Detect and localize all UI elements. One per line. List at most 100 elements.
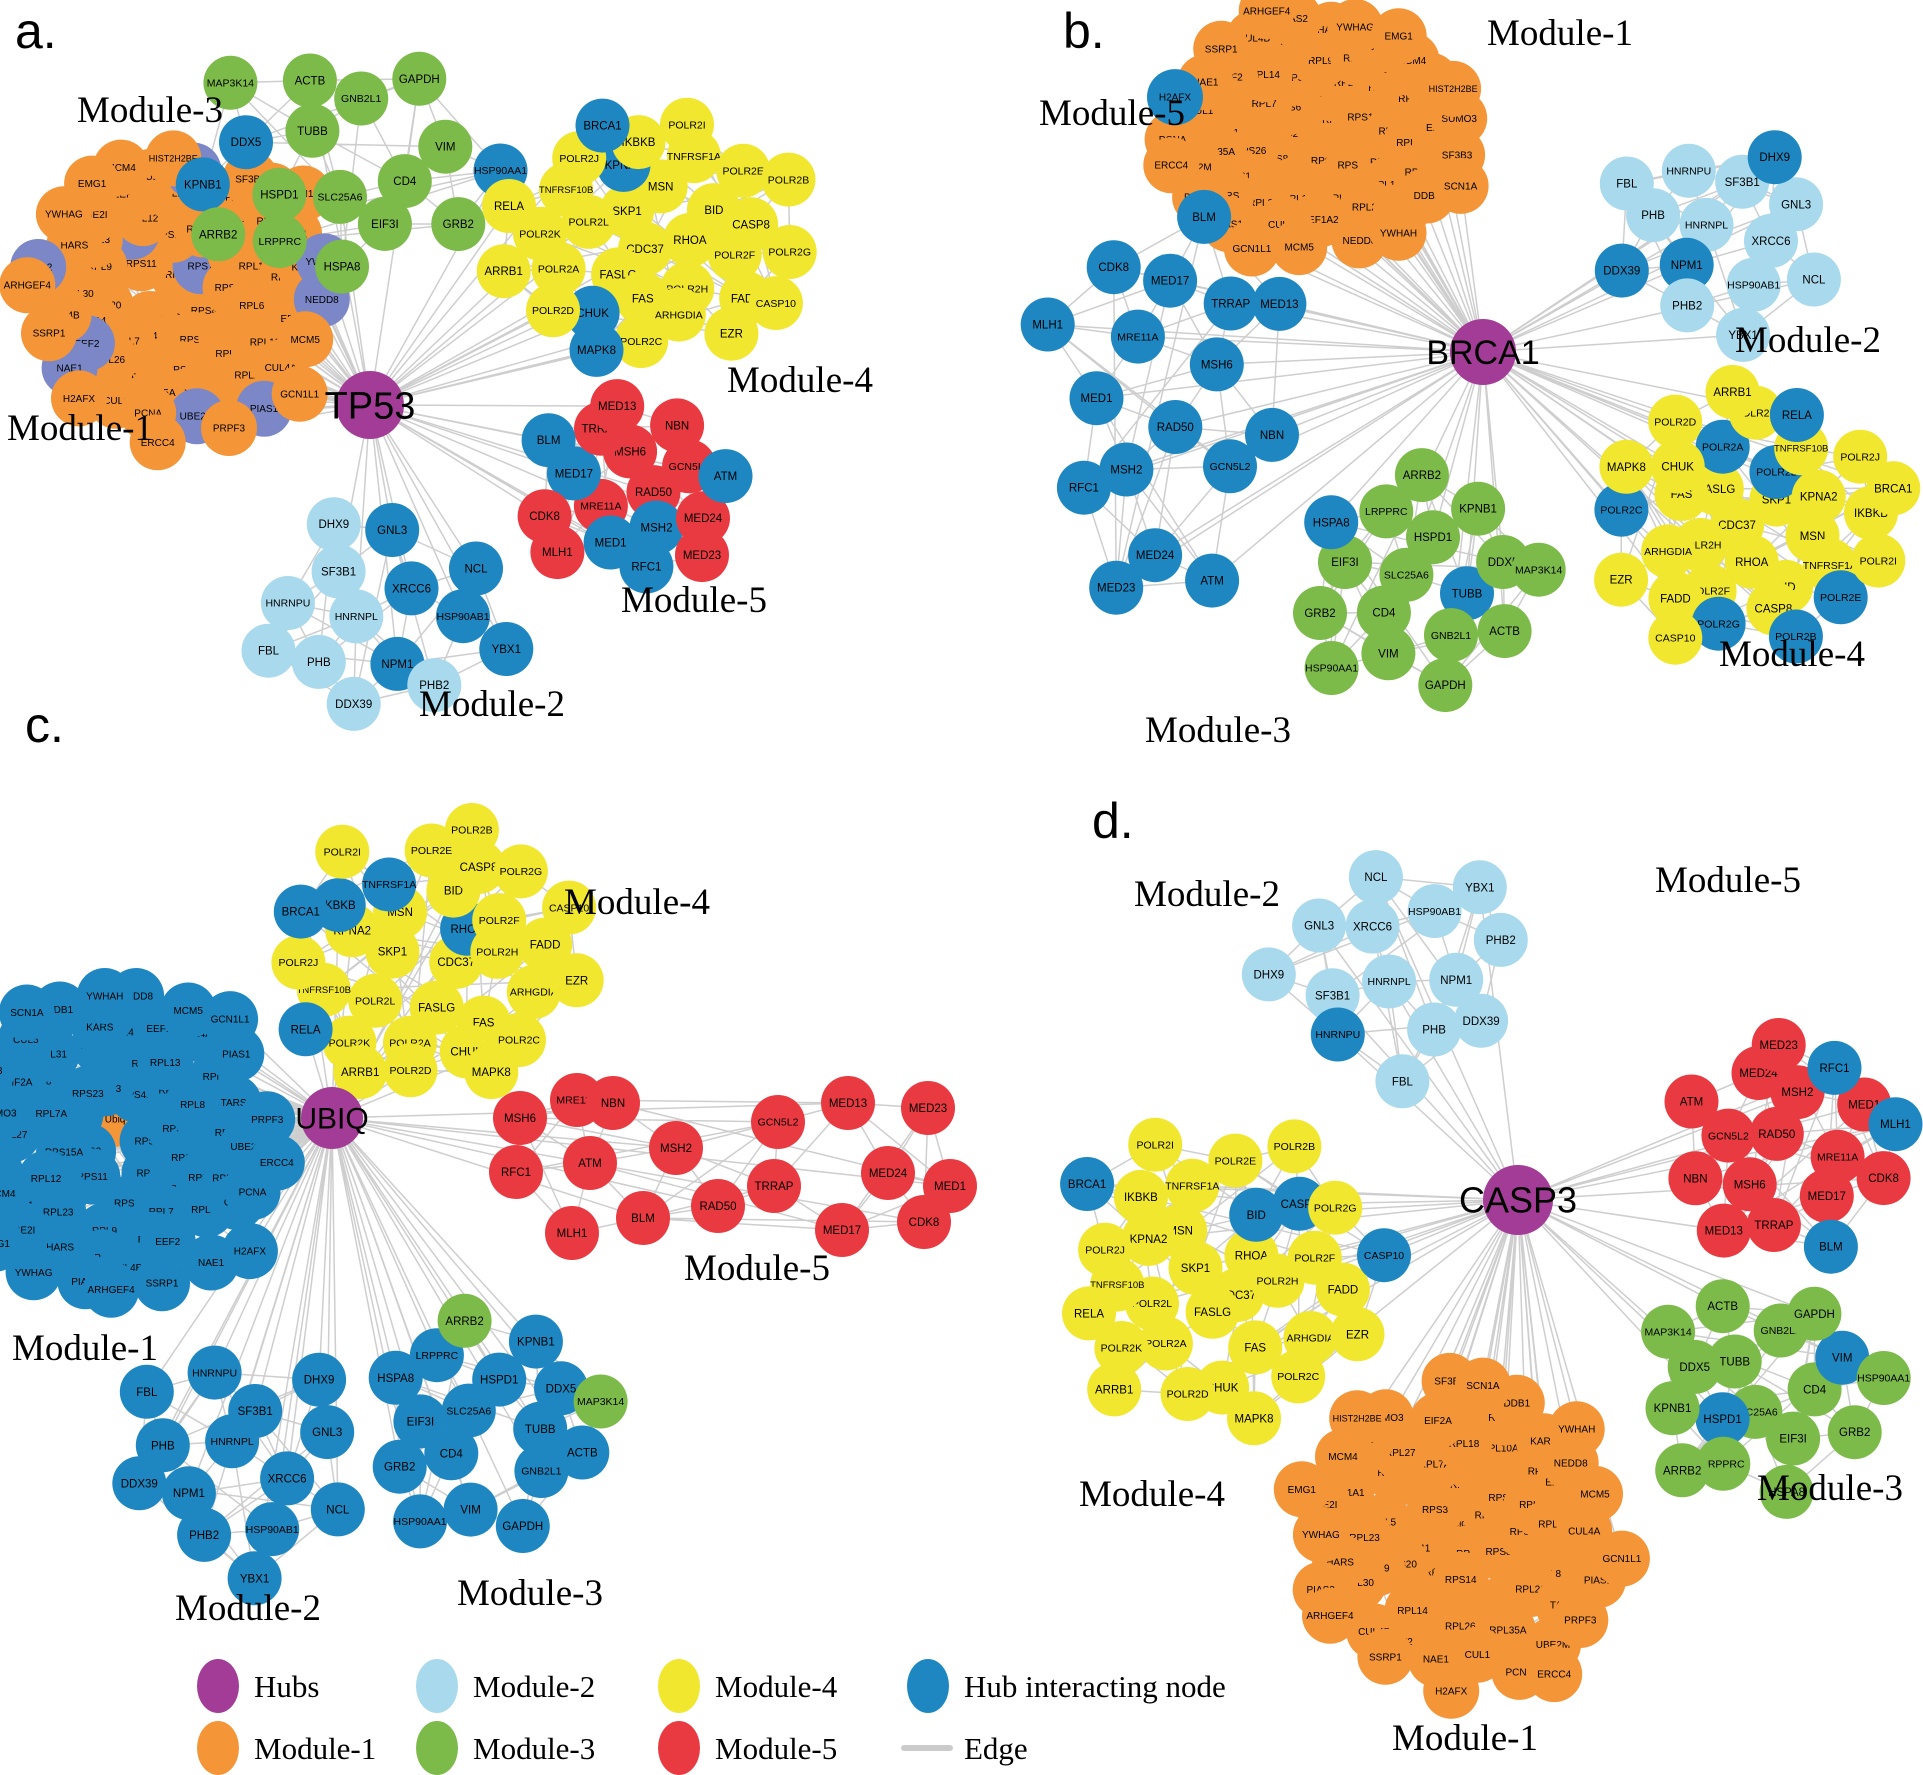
network-node[interactable] <box>514 1444 569 1498</box>
network-node[interactable] <box>365 503 420 557</box>
network-node[interactable] <box>1722 1157 1777 1212</box>
network-node[interactable] <box>1394 448 1449 503</box>
network-node[interactable] <box>1751 1018 1806 1072</box>
network-node[interactable] <box>278 1002 333 1057</box>
network-node[interactable] <box>650 398 705 453</box>
network-node[interactable] <box>1691 596 1746 651</box>
network-node[interactable] <box>177 1507 232 1562</box>
network-node[interactable] <box>1655 1443 1710 1498</box>
network-node[interactable] <box>1370 8 1427 65</box>
network-node[interactable] <box>1594 482 1649 537</box>
network-node[interactable] <box>649 1121 703 1175</box>
network-node[interactable] <box>716 143 771 198</box>
network-node[interactable] <box>1304 641 1359 695</box>
network-node[interactable] <box>449 541 503 596</box>
network-node[interactable] <box>1648 610 1703 665</box>
network-node[interactable] <box>203 55 258 110</box>
network-node[interactable] <box>724 197 779 252</box>
network-node[interactable] <box>1661 143 1716 198</box>
network-node[interactable] <box>1659 237 1714 292</box>
network-node[interactable] <box>1078 1222 1133 1277</box>
network-node[interactable] <box>431 197 486 252</box>
network-node[interactable] <box>83 1261 140 1318</box>
network-node[interactable] <box>1641 524 1696 579</box>
hub-node[interactable] <box>301 1087 363 1149</box>
network-node[interactable] <box>1273 1461 1330 1518</box>
network-node[interactable] <box>1245 407 1299 462</box>
network-node[interactable] <box>1695 419 1750 474</box>
network-node[interactable] <box>897 1195 951 1249</box>
network-node[interactable] <box>129 414 186 471</box>
network-node[interactable] <box>1147 69 1203 126</box>
network-node[interactable] <box>1193 20 1250 77</box>
network-node[interactable] <box>1308 1180 1363 1235</box>
network-node[interactable] <box>1357 1228 1411 1283</box>
network-node[interactable] <box>271 935 326 990</box>
network-node[interactable] <box>619 539 674 594</box>
network-node[interactable] <box>1229 1187 1284 1242</box>
network-node[interactable] <box>219 115 273 170</box>
network-node[interactable] <box>821 1076 875 1130</box>
network-node[interactable] <box>285 103 340 158</box>
network-node[interactable] <box>704 306 759 361</box>
network-node[interactable] <box>1361 626 1416 681</box>
network-node[interactable] <box>273 884 328 939</box>
network-node[interactable] <box>1238 0 1295 39</box>
network-node[interactable] <box>1425 60 1482 117</box>
network-node[interactable] <box>239 1091 296 1148</box>
network-node[interactable] <box>1696 1436 1751 1491</box>
network-node[interactable] <box>1227 1391 1281 1446</box>
hub-node[interactable] <box>336 371 404 439</box>
network-node[interactable] <box>1315 1262 1370 1317</box>
network-node[interactable] <box>227 1551 282 1606</box>
network-node[interactable] <box>1302 1587 1358 1644</box>
network-node[interactable] <box>1526 1646 1583 1703</box>
network-node[interactable] <box>761 152 816 207</box>
network-node[interactable] <box>526 283 580 338</box>
network-node[interactable] <box>1060 1157 1115 1211</box>
hub-node[interactable] <box>1483 1165 1553 1235</box>
network-node[interactable] <box>861 1146 915 1200</box>
network-node[interactable] <box>0 1165 29 1222</box>
network-node[interactable] <box>311 544 366 599</box>
network-node[interactable] <box>1650 439 1705 494</box>
network-node[interactable] <box>1749 1106 1804 1161</box>
network-node[interactable] <box>675 528 729 583</box>
network-node[interactable] <box>362 857 417 912</box>
network-node[interactable] <box>1701 1108 1756 1163</box>
network-node[interactable] <box>1121 1211 1176 1266</box>
network-node[interactable] <box>329 589 384 644</box>
network-node[interactable] <box>472 1352 527 1407</box>
network-node[interactable] <box>691 1179 745 1233</box>
network-node[interactable] <box>313 169 367 224</box>
network-node[interactable] <box>1552 1592 1609 1648</box>
network-node[interactable] <box>506 965 561 1019</box>
network-node[interactable] <box>1473 912 1528 967</box>
network-node[interactable] <box>437 1293 492 1348</box>
network-node[interactable] <box>1707 1334 1762 1389</box>
network-node[interactable] <box>1203 276 1258 331</box>
hub-node[interactable] <box>1450 319 1516 385</box>
network-node[interactable] <box>1856 1351 1911 1405</box>
network-node[interactable] <box>1252 276 1307 331</box>
network-node[interactable] <box>161 1466 216 1521</box>
network-node[interactable] <box>1593 1530 1650 1587</box>
network-node[interactable] <box>1799 1168 1854 1223</box>
network-node[interactable] <box>1769 388 1824 442</box>
network-node[interactable] <box>260 1451 315 1506</box>
network-node[interactable] <box>495 1499 550 1553</box>
network-node[interactable] <box>1423 1662 1480 1719</box>
network-node[interactable] <box>901 1081 955 1135</box>
network-node[interactable] <box>377 154 432 209</box>
network-node[interactable] <box>393 1494 448 1549</box>
network-node[interactable] <box>260 576 315 630</box>
network-node[interactable] <box>1292 898 1347 953</box>
network-node[interactable] <box>291 634 346 689</box>
network-node[interactable] <box>1440 566 1494 621</box>
network-node[interactable] <box>1813 570 1868 625</box>
network-node[interactable] <box>1696 1203 1751 1258</box>
network-node[interactable] <box>1768 609 1823 664</box>
network-node[interactable] <box>1679 197 1734 252</box>
network-node[interactable] <box>1138 1316 1193 1371</box>
network-node[interactable] <box>0 1085 27 1142</box>
